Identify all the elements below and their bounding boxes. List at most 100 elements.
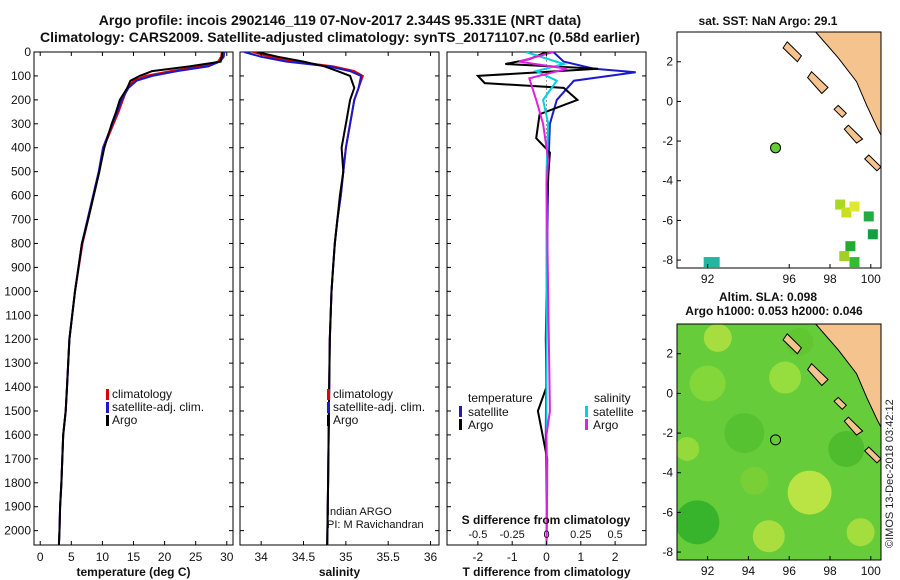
temperature-legend-label: Argo [112, 413, 138, 427]
salinity-legend-label: climatology [333, 387, 393, 401]
temperature-legend-swatch [106, 402, 109, 413]
sst-map-y-tick-label: -4 [662, 174, 673, 188]
sla-map-frame [676, 323, 882, 561]
salinity-legend-label: Argo [593, 418, 619, 432]
difference-x-tick-label: -2 [473, 550, 484, 564]
heatmap-cell [846, 518, 875, 547]
depth-tick-label: 300 [11, 117, 31, 131]
sst-observation-patch [863, 211, 874, 222]
sla-map-island [833, 396, 848, 411]
depth-tick-label: 600 [11, 189, 31, 203]
depth-tick-label: 1300 [4, 356, 31, 370]
s-difference-tick-label: -0.25 [500, 529, 525, 541]
temperature-legend-swatch [106, 415, 109, 426]
sla-map-y-tick-label: -2 [662, 426, 673, 440]
sst-map-x-tick-label: 92 [701, 272, 715, 286]
heatmap-cell [677, 436, 700, 461]
figure-title-line2: Climatology: CARS2009. Satellite-adjuste… [40, 29, 640, 45]
difference-series-salinity-satellite [525, 52, 568, 545]
sst-map-y-tick-label: -8 [662, 253, 673, 267]
sst-map-land-sumatra [815, 32, 881, 137]
heatmap-cell [828, 430, 865, 467]
sst-map-island [806, 70, 829, 95]
sla-map-heatmap-field [677, 324, 875, 553]
temperature-legend-label: satellite [468, 405, 509, 419]
sla-map-x-tick-label: 98 [823, 564, 837, 578]
depth-tick-label: 500 [11, 165, 31, 179]
sla-map-land-sumatra [815, 324, 881, 429]
salinity-legend-swatch [327, 415, 330, 426]
depth-tick-label: 1500 [4, 404, 31, 418]
temperature-x-tick-label: 25 [189, 550, 203, 564]
depth-tick-label: 900 [11, 260, 31, 274]
s-difference-tick-label: -0.5 [468, 529, 487, 541]
heatmap-cell [703, 324, 732, 352]
heatmap-cell [689, 365, 726, 402]
sst-observation-patch [841, 207, 852, 218]
sst-map-island [833, 104, 848, 119]
sla-map-x-tick-label: 100 [861, 564, 881, 578]
salinity-annotation: Indian ARGO [327, 506, 392, 518]
sst-map-x-tick-label: 98 [823, 272, 837, 286]
salinity-legend-label: satellite-adj. clim. [333, 400, 425, 414]
heatmap-cell [677, 500, 720, 545]
figure-title-line1: Argo profile: incois 2902146_119 07-Nov-… [98, 12, 582, 28]
depth-tick-label: 0 [24, 45, 31, 59]
temperature-x-tick-label: 15 [127, 550, 141, 564]
s-difference-tick-label: 0.25 [570, 529, 591, 541]
temperature-legend-swatch [459, 406, 462, 417]
salinity-x-tick-label: 34 [254, 550, 268, 564]
temperature-series-argo [57, 52, 224, 545]
sla-map-x-tick-label: 94 [742, 564, 756, 578]
sst-map-argo-float-marker [770, 142, 782, 154]
depth-tick-label: 800 [11, 236, 31, 250]
salinity-legend-swatch [585, 419, 588, 430]
heatmap-cell [724, 413, 765, 454]
depth-tick-label: 1000 [4, 284, 31, 298]
sst-observation-patch [849, 201, 860, 212]
sla-map-island [782, 333, 803, 355]
sst-map-x-tick-label: 100 [861, 272, 881, 286]
difference-series-salinity-argo [518, 52, 568, 545]
sla-map-island [806, 362, 829, 387]
salinity-legend-heading: salinity [594, 391, 631, 405]
temperature-legend-swatch [106, 389, 109, 400]
sla-map-x-tick-label: 96 [783, 564, 797, 578]
salinity-annotation: PI: M Ravichandran [327, 519, 424, 531]
temperature-legend-label: climatology [112, 387, 172, 401]
sla-map-island [863, 446, 881, 464]
salinity-legend-label: Argo [333, 413, 359, 427]
temperature-x-axis-label: temperature (deg C) [76, 565, 190, 579]
salinity-legend-swatch [327, 402, 330, 413]
difference-x-tick-label: 0 [543, 550, 550, 564]
sst-map-frame [676, 31, 882, 269]
heatmap-cell [740, 466, 769, 495]
temperature-legend-heading: temperature [468, 391, 533, 405]
depth-tick-label: 1900 [4, 500, 31, 514]
sla-map-y-tick-label: 0 [666, 386, 673, 400]
sst-map-x-tick-label: 96 [783, 272, 797, 286]
depth-tick-label: 1400 [4, 380, 31, 394]
sla-map-title: Altim. SLA: 0.098 [719, 290, 817, 304]
sla-map-island [843, 416, 864, 436]
difference-panel-title: S difference from climatology [462, 513, 631, 527]
s-difference-tick-label: 0.5 [607, 529, 622, 541]
sst-observation-patch [839, 251, 850, 262]
sst-observation-patch [703, 257, 720, 268]
s-difference-tick-label: 0 [543, 529, 549, 541]
salinity-x-tick-label: 34.5 [292, 550, 316, 564]
heatmap-cell [752, 520, 785, 553]
salinity-x-tick-label: 36 [424, 550, 438, 564]
salinity-legend-swatch [327, 389, 330, 400]
temperature-x-tick-label: 30 [220, 550, 234, 564]
difference-x-tick-label: 1 [577, 550, 584, 564]
sst-map-y-tick-label: 0 [666, 94, 673, 108]
depth-tick-label: 1600 [4, 428, 31, 442]
temperature-x-tick-label: 10 [96, 550, 110, 564]
depth-tick-label: 400 [11, 141, 31, 155]
sla-map-x-tick-label: 92 [701, 564, 715, 578]
salinity-plot-frame [239, 51, 440, 546]
heatmap-cell [769, 361, 802, 394]
temperature-x-tick-label: 20 [158, 550, 172, 564]
